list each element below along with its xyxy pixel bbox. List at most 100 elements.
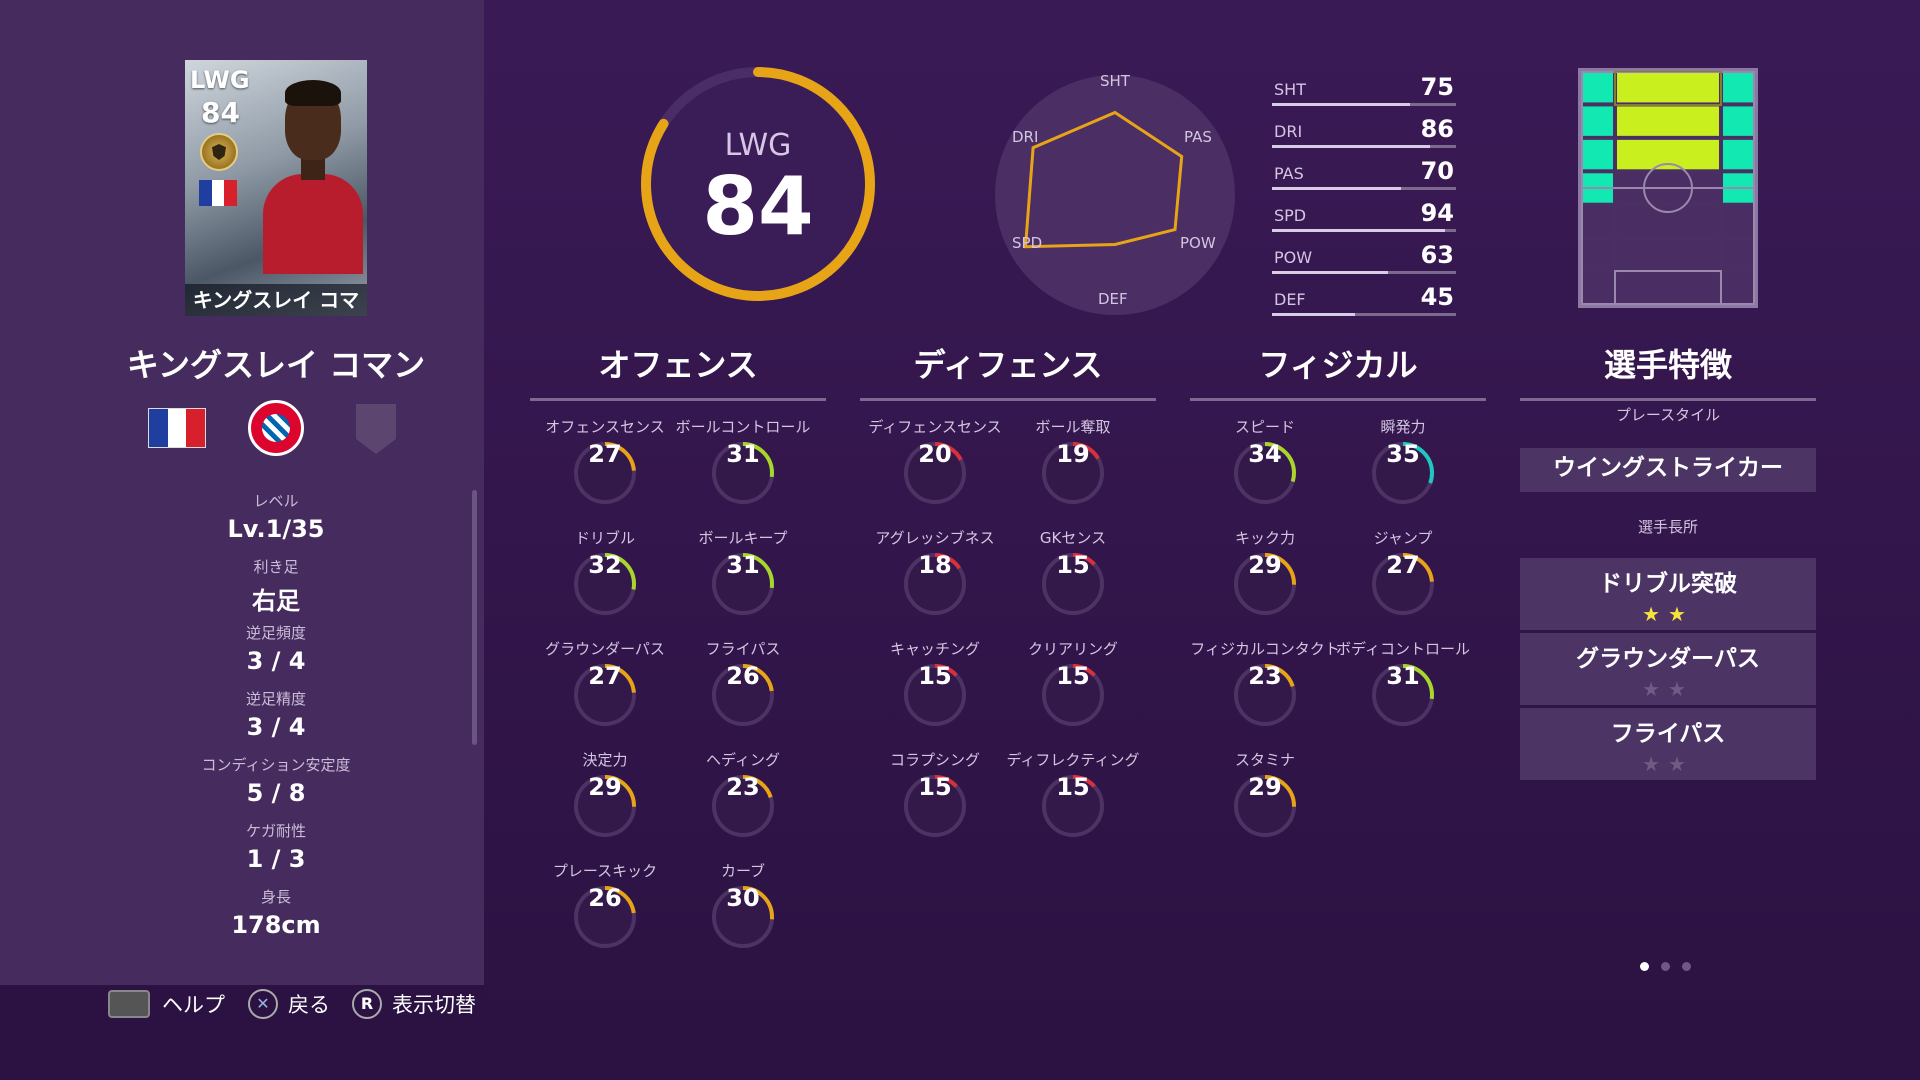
- stat-ring: 35: [1370, 440, 1436, 506]
- stat-ring-graphic: [1234, 664, 1296, 726]
- info-scrollbar[interactable]: [472, 490, 477, 745]
- stat-ring-graphic: [1372, 442, 1434, 504]
- info-value: 5 / 8: [246, 779, 306, 807]
- stat-label: キック力: [1234, 529, 1295, 547]
- stat-ring-graphic: [574, 886, 636, 948]
- page-dot[interactable]: [1682, 962, 1691, 971]
- stat-value: 18: [918, 551, 952, 579]
- physical-heading: フィジカル: [1190, 340, 1486, 401]
- stat-ring: 34: [1232, 440, 1298, 506]
- club-crest-icon: [248, 400, 304, 456]
- stat-item: ヘディング 23: [668, 731, 818, 839]
- stat-item: ボディコントロール 31: [1328, 620, 1478, 728]
- pitch-zone: [1723, 139, 1753, 170]
- radar-label-pow: POW: [1180, 234, 1216, 252]
- pitch-zone: [1617, 273, 1719, 303]
- stat-ring-graphic: [574, 664, 636, 726]
- stat-value: 15: [1056, 551, 1090, 579]
- stat-value: 35: [1386, 440, 1420, 468]
- stat-ring-graphic: [904, 775, 966, 837]
- page-dot[interactable]: [1661, 962, 1670, 971]
- radar-polygon: [1023, 110, 1184, 249]
- attribute-name: PAS: [1274, 164, 1304, 183]
- overall-ring-arc: [641, 67, 875, 301]
- strength-item[interactable]: ドリブル突破 ★★: [1520, 558, 1816, 630]
- pitch-zone: [1617, 240, 1719, 270]
- stat-item: フライパス 26: [668, 620, 818, 728]
- star-icon: ★: [1642, 752, 1668, 776]
- stat-value: 15: [1056, 773, 1090, 801]
- attribute-row: SHT 75: [1272, 64, 1456, 106]
- attribute-bar: [1272, 103, 1410, 106]
- stat-label: ボールキープ: [698, 529, 788, 547]
- pitch-zone: [1583, 206, 1613, 237]
- attribute-row: PAS 70: [1272, 148, 1456, 190]
- stat-value: 15: [918, 662, 952, 690]
- stat-value: 29: [588, 773, 622, 801]
- stat-label: スピード: [1234, 418, 1295, 436]
- toggle-view-label: 表示切替: [392, 993, 476, 1017]
- strength-item[interactable]: グラウンダーパス ★★: [1520, 633, 1816, 705]
- page-indicator: [1640, 962, 1691, 971]
- info-label: ケガ耐性: [245, 822, 306, 840]
- card-player-name: キングスレイ コマン: [185, 284, 367, 316]
- stat-ring-graphic: [904, 553, 966, 615]
- attribute-row: DRI 86: [1272, 106, 1456, 148]
- radar-label-spd: SPD: [1012, 234, 1043, 252]
- stat-value: 32: [588, 551, 622, 579]
- stat-ring-graphic: [1372, 664, 1434, 726]
- info-label: 利き足: [253, 558, 299, 576]
- star-icon: ★: [1668, 677, 1694, 701]
- stat-ring-graphic: [1234, 553, 1296, 615]
- page-dot[interactable]: [1640, 962, 1649, 971]
- overall-rating: 84: [702, 160, 814, 253]
- stat-label: アグレッシブネス: [875, 529, 995, 547]
- cross-button-icon: ✕: [248, 989, 278, 1019]
- stat-label: プレースキック: [552, 862, 658, 880]
- stat-label: GKセンス: [1039, 529, 1107, 547]
- info-label: レベル: [253, 492, 299, 510]
- strength-stars: ★★: [1520, 752, 1816, 776]
- playstyle-value: ウイングストライカー: [1520, 448, 1816, 492]
- info-label: コンディション安定度: [201, 756, 351, 774]
- france-flag-icon: [199, 180, 238, 206]
- back-control[interactable]: ✕ 戻る: [248, 985, 330, 1023]
- stat-value: 19: [1056, 440, 1090, 468]
- stat-item: ジャンプ 27: [1328, 509, 1478, 617]
- overall-ring-graphic: [641, 67, 875, 301]
- stat-label: コラプシング: [889, 751, 980, 769]
- card-position: LWG: [190, 66, 250, 94]
- stat-ring: 27: [572, 440, 638, 506]
- stat-ring: 31: [1370, 662, 1436, 728]
- stat-item: ドリブル 32: [530, 509, 680, 617]
- info-item: コンディション安定度 5 / 8: [176, 754, 376, 807]
- stat-label: ボディコントロール: [1336, 640, 1470, 658]
- strength-item[interactable]: フライパス ★★: [1520, 708, 1816, 780]
- attribute-name: SPD: [1274, 206, 1307, 225]
- stat-ring: 15: [902, 662, 968, 728]
- attribute-value: 70: [1420, 157, 1454, 185]
- pitch-zone: [1583, 273, 1613, 303]
- toggle-view-control[interactable]: R 表示切替: [352, 985, 476, 1023]
- info-value: 右足: [252, 587, 300, 615]
- stat-item: GKセンス 15: [998, 509, 1148, 617]
- player-portrait: [263, 78, 363, 274]
- playstyle-label: プレースタイル: [1615, 406, 1721, 424]
- stat-label: フィジカルコンタクト: [1190, 640, 1340, 658]
- pitch-zone: [1583, 106, 1613, 136]
- stat-item: 瞬発力 35: [1328, 398, 1478, 506]
- r-button-icon: R: [352, 989, 382, 1019]
- help-control[interactable]: ヘルプ: [108, 985, 225, 1023]
- pitch-zone: [1723, 240, 1753, 270]
- radar-label-sht: SHT: [1100, 72, 1130, 90]
- stat-label: ドリブル: [574, 529, 635, 547]
- stat-ring: 15: [1040, 551, 1106, 617]
- stat-label: カーブ: [720, 862, 766, 880]
- attribute-value: 63: [1420, 241, 1454, 269]
- stat-label: ボールコントロール: [675, 418, 811, 436]
- stat-ring: 26: [710, 662, 776, 728]
- attribute-row: DEF 45: [1272, 274, 1456, 316]
- info-item: ケガ耐性 1 / 3: [176, 820, 376, 873]
- attribute-value: 45: [1420, 283, 1454, 311]
- stat-label: 瞬発力: [1380, 418, 1426, 436]
